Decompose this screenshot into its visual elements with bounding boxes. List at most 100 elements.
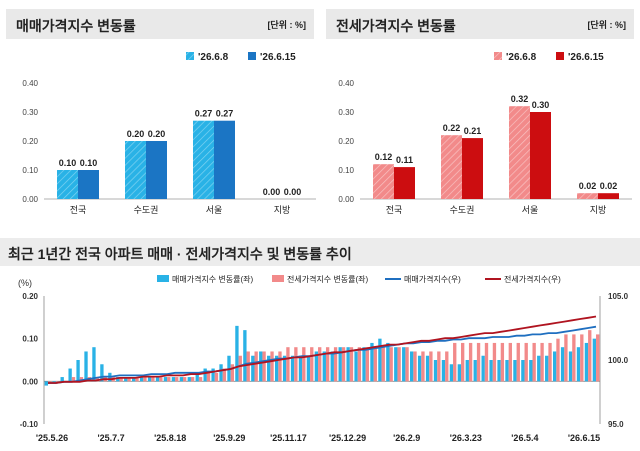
trend-bar [365, 347, 370, 382]
jeonse-ytick-label: 0.00 [338, 195, 354, 204]
sale-panel-header: 매매가격지수 변동률 [단위 : %] [6, 9, 314, 39]
trend-bar [453, 342, 457, 382]
trend-bar [410, 351, 414, 382]
trend-bar [516, 342, 520, 382]
trend-bar [124, 377, 128, 382]
trend-x-tick-label: '25.8.18 [154, 433, 186, 443]
trend-bar [171, 377, 176, 382]
trend-bar [437, 351, 441, 382]
trend-bar [417, 355, 422, 382]
sale-bar [146, 141, 167, 199]
jeonse-bar [530, 112, 551, 199]
trend-bar [381, 347, 385, 382]
trend-bar [44, 381, 48, 386]
sale-panel-unit: [단위 : %] [267, 20, 306, 30]
jeonse-category-label: 서울 [522, 205, 539, 215]
trend-x-tick-label: '26.2.9 [393, 433, 420, 443]
trend-bar [190, 377, 195, 382]
trend-bar [243, 330, 247, 382]
sale-ytick-label: 0.10 [22, 166, 38, 175]
trend-legend-label: 매매가격지수(우) [404, 274, 461, 284]
jeonse-category-label: 지방 [590, 205, 607, 215]
trend-bar [246, 351, 250, 382]
sale-bar [78, 170, 99, 199]
trend-bar [139, 377, 144, 382]
sale-value-label: 0.27 [195, 109, 213, 119]
trend-legend-swatch [157, 275, 169, 282]
trend-bar [314, 351, 319, 382]
trend-bar [68, 368, 72, 382]
trend-legend-label: 매매가격지수 변동률(좌) [172, 274, 253, 284]
trend-bar [468, 342, 473, 382]
trend-right-tick-label: 95.0 [608, 420, 624, 429]
jeonse-value-label: 0.11 [396, 155, 413, 165]
trend-bar [492, 342, 497, 382]
jeonse-ytick-label: 0.40 [338, 79, 354, 88]
trend-bar [155, 377, 160, 382]
trend-bar [588, 330, 592, 382]
jeonse-legend-label: '26.6.8 [506, 52, 537, 63]
trend-bar [203, 368, 207, 382]
jeonse-bar [598, 193, 619, 199]
jeonse-category-label: 전국 [386, 205, 403, 215]
trend-bar [580, 334, 584, 382]
trend-bar [532, 342, 536, 382]
trend-x-tick-label: '25.11.17 [270, 433, 307, 443]
trend-legend-swatch [272, 275, 284, 282]
trend-bar [60, 377, 64, 382]
trend-bar [386, 342, 390, 382]
trend-bar [373, 347, 377, 382]
trend-bar [457, 364, 461, 382]
trend-bar [548, 342, 552, 382]
jeonse-value-label: 0.02 [600, 181, 618, 191]
trend-bar [500, 342, 505, 382]
trend-x-tick-label: '25.7.7 [98, 433, 125, 443]
trend-bar [341, 347, 346, 382]
jeonse-bar [577, 193, 598, 199]
trend-bar [524, 342, 528, 382]
trend-bar [378, 338, 382, 382]
trend-bar [119, 377, 123, 382]
trend-bar [116, 377, 120, 382]
trend-bar [298, 355, 303, 382]
trend-bar [505, 360, 509, 382]
trend-bar [294, 347, 298, 382]
trend-bar [465, 360, 469, 382]
trend-x-tick-label: '26.3.23 [450, 433, 482, 443]
sale-value-label: 0.10 [80, 158, 98, 168]
trend-bar [513, 360, 517, 382]
sale-value-label: 0.20 [127, 129, 145, 139]
trend-x-tick-label: '26.5.4 [511, 433, 538, 443]
trend-bar [135, 377, 139, 382]
sale-panel-title: 매매가격지수 변동률 [16, 18, 136, 34]
trend-bar [425, 355, 430, 382]
sale-ytick-label: 0.30 [22, 108, 38, 117]
trend-bar [596, 334, 600, 382]
trend-bar [214, 372, 219, 382]
trend-bar [552, 351, 557, 382]
trend-bar [362, 347, 366, 382]
trend-bar [127, 377, 131, 382]
sale-value-label: 0.00 [284, 187, 302, 197]
trend-bar [286, 347, 290, 382]
sale-legend-label: '26.6.15 [260, 52, 296, 63]
trend-bar [198, 377, 203, 382]
trend-bar [556, 338, 560, 382]
trend-bar [71, 377, 76, 382]
trend-bar [55, 381, 60, 382]
trend-bar [584, 342, 589, 382]
trend-bar [357, 347, 362, 382]
trend-bar [592, 338, 597, 382]
trend-left-tick-label: 0.00 [22, 377, 38, 386]
trend-bar [219, 364, 223, 382]
trend-bar [397, 347, 401, 382]
trend-bar [322, 351, 326, 382]
trend-bar [100, 364, 104, 382]
trend-bar [476, 342, 481, 382]
trend-bar [183, 377, 187, 382]
trend-left-tick-label: -0.10 [20, 420, 39, 429]
trend-bar [251, 355, 255, 382]
trend-bar [143, 377, 147, 382]
trend-bar [445, 351, 449, 382]
trend-bar [167, 377, 171, 382]
